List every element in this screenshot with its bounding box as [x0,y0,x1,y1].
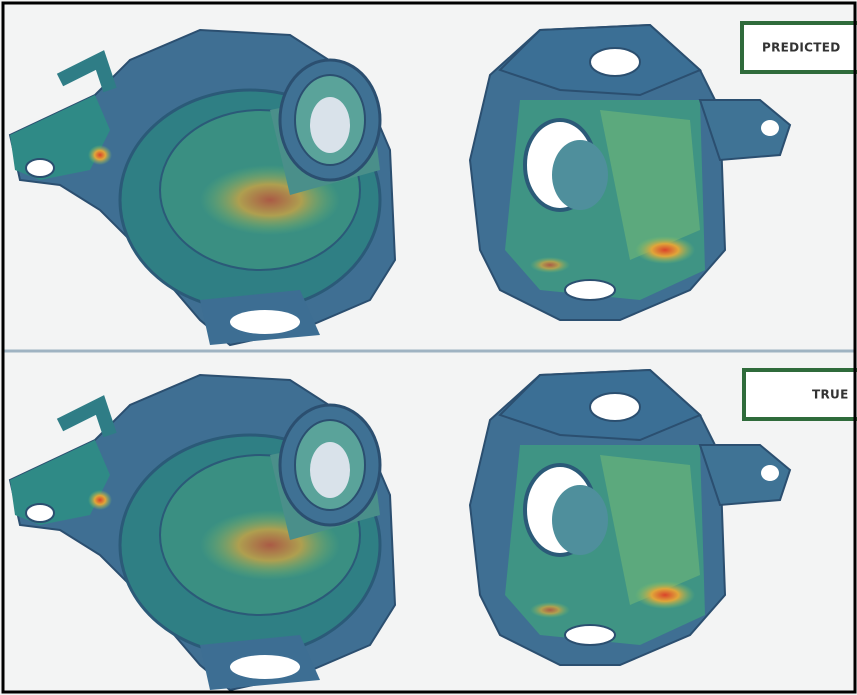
figure: PREDICTED TRUE [0,0,857,695]
panel-label: PREDICTED [762,41,841,55]
page: {"panels": [{"label": "PREDICTED"}, {"la… [0,0,857,695]
panel-label: TRUE [812,388,849,402]
